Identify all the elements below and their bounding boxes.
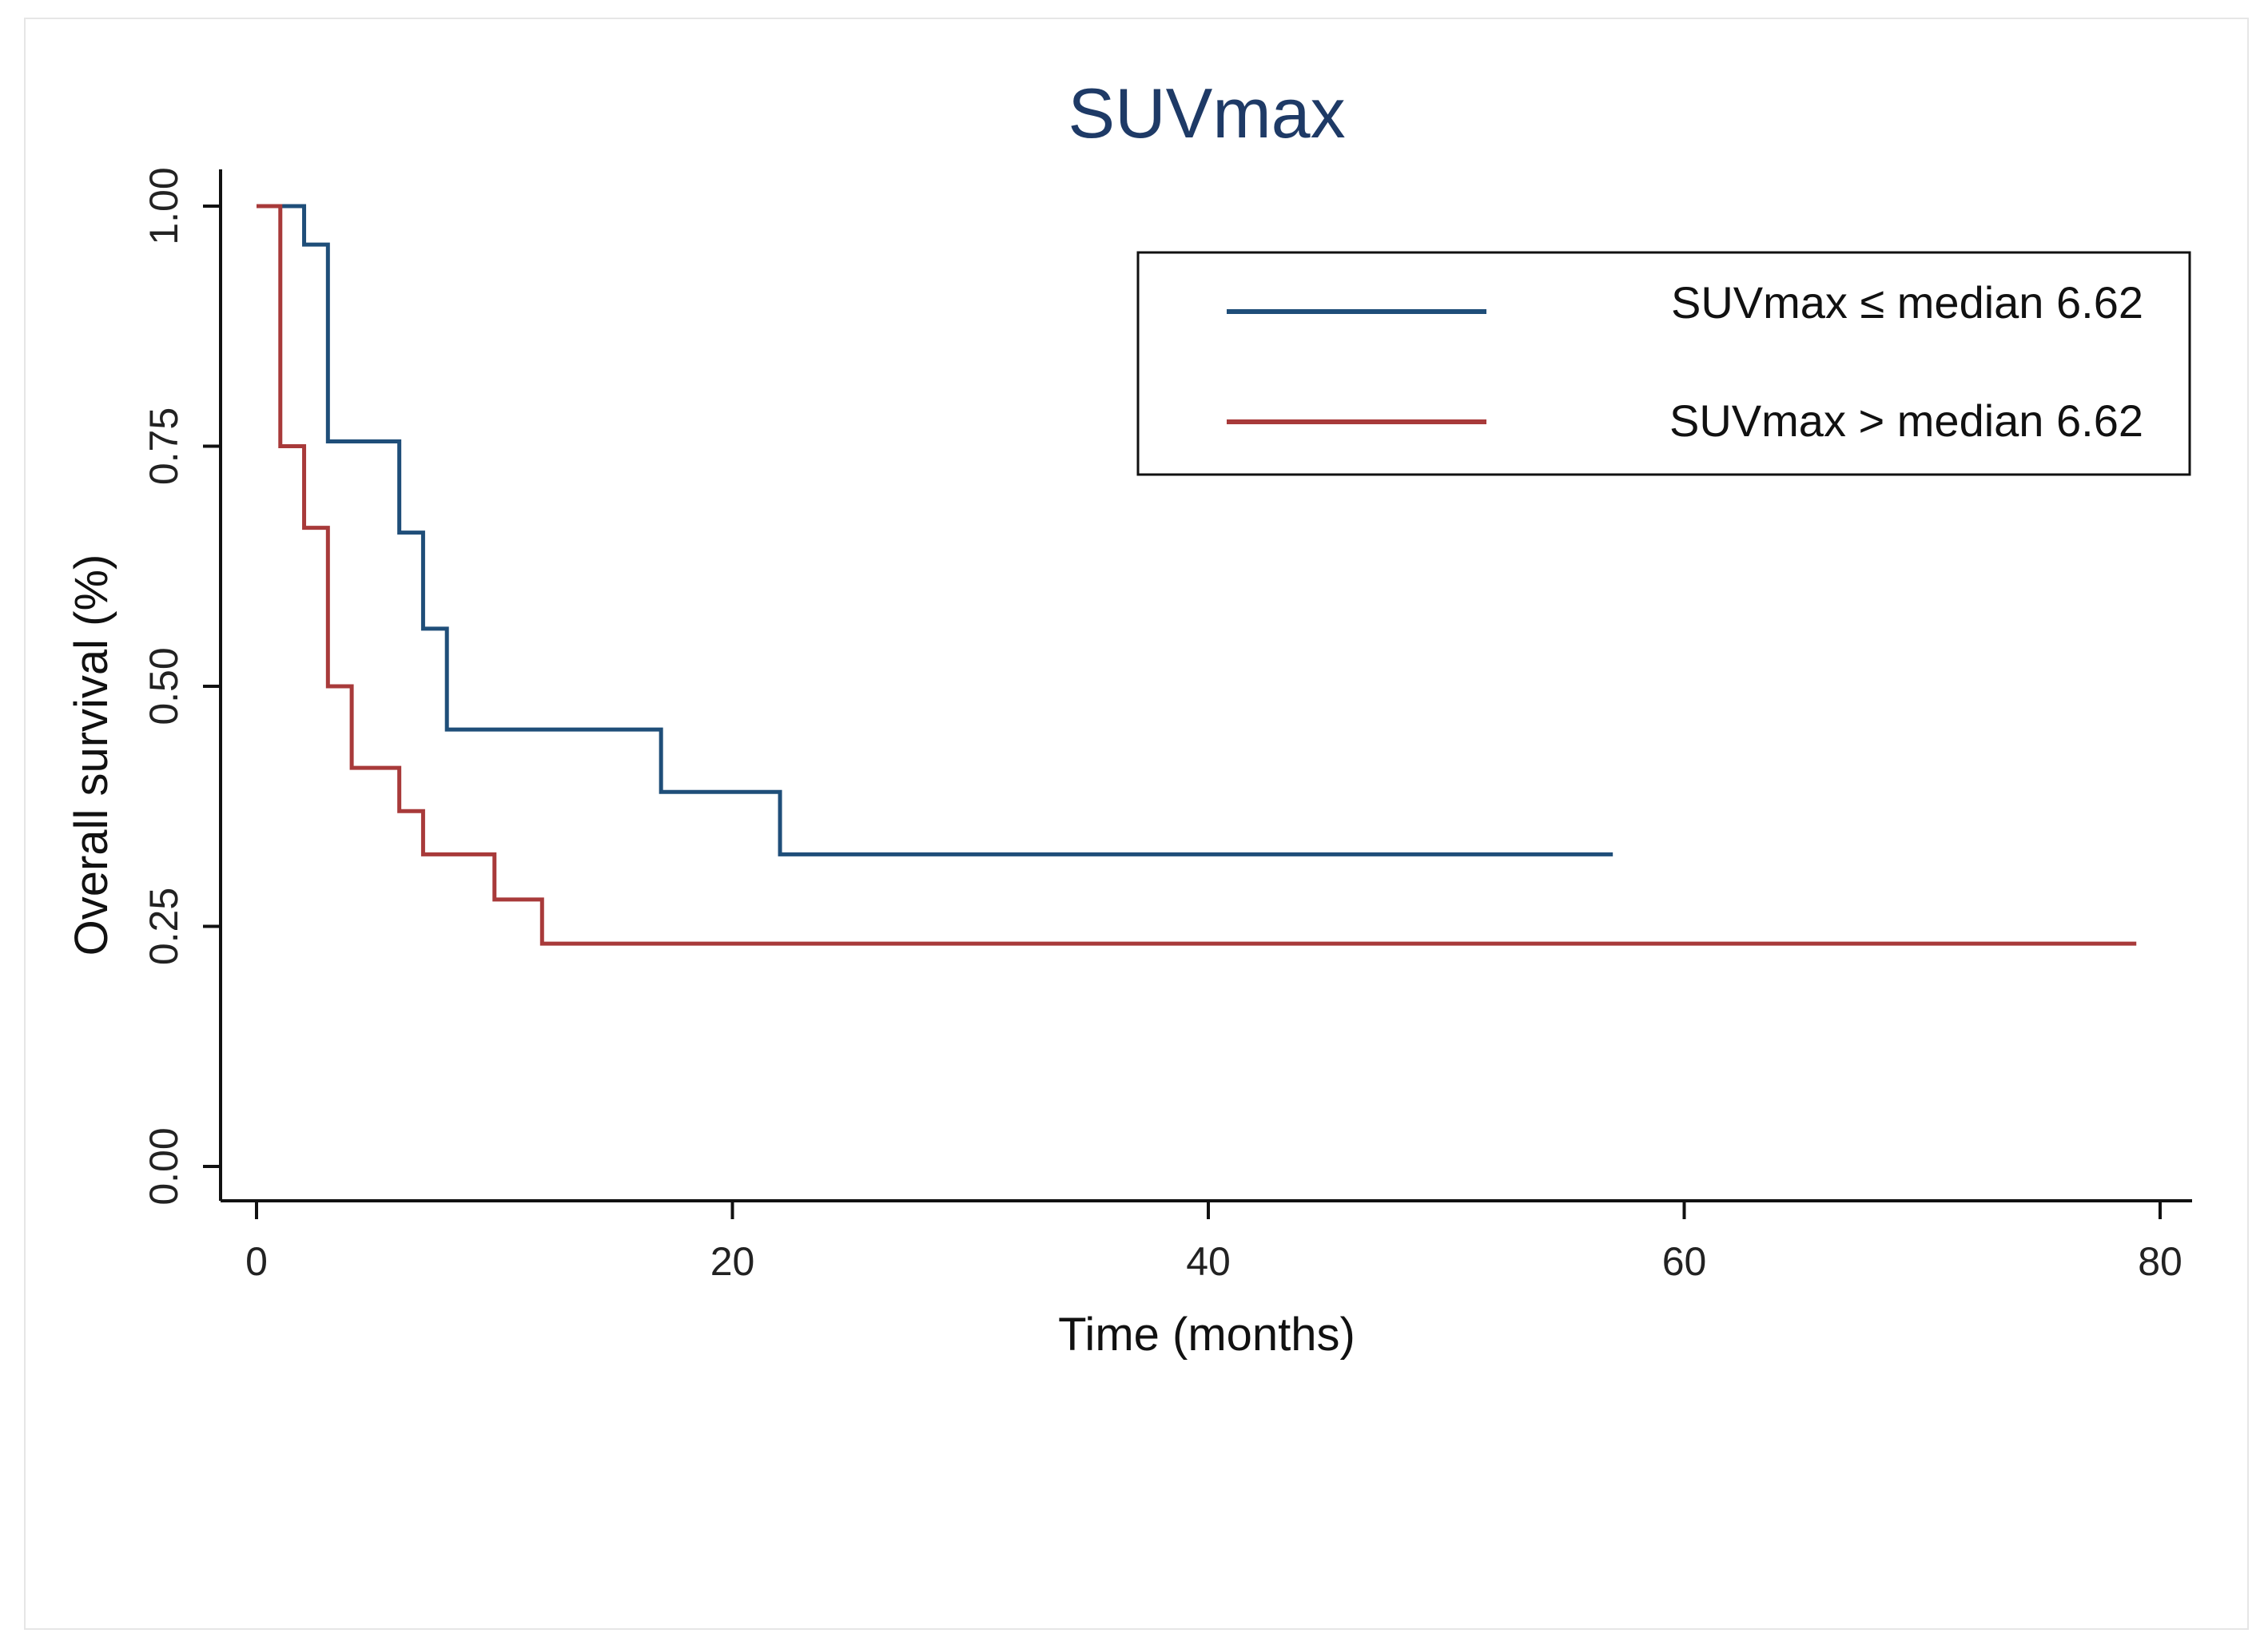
y-tick-label: 0.00: [141, 1127, 186, 1205]
x-tick-label: 0: [245, 1239, 268, 1284]
legend: SUVmax ≤ median 6.62 SUVmax > median 6.6…: [1136, 251, 2191, 476]
legend-label-low: SUVmax ≤ median 6.62: [1671, 277, 2143, 328]
x-tick-label: 40: [1186, 1239, 1231, 1284]
x-tick-label: 80: [2138, 1239, 2182, 1284]
series-line-high: [257, 204, 2137, 946]
x-tick-label: 60: [1662, 1239, 1707, 1284]
series-line-low: [257, 204, 1613, 856]
x-axis-label: Time (months): [1058, 1309, 1355, 1361]
x-tick-label: 20: [710, 1239, 755, 1284]
legend-box: [1136, 251, 2191, 476]
y-tick-label: 1.00: [141, 167, 186, 244]
chart-title: SUVmax: [1068, 74, 1345, 153]
y-tick-label: 0.75: [141, 407, 186, 485]
y-axis-label: Overall survival (%): [66, 554, 117, 956]
series-layer: [257, 204, 2137, 946]
y-tick-label: 0.25: [141, 888, 186, 965]
legend-label-high: SUVmax > median 6.62: [1669, 395, 2143, 446]
y-tick-label: 0.50: [141, 647, 186, 725]
y-ticks: 0.00 0.25 0.50 0.75 1.00: [141, 167, 221, 1206]
x-ticks: 0 20 40 60 80: [245, 1201, 2182, 1284]
